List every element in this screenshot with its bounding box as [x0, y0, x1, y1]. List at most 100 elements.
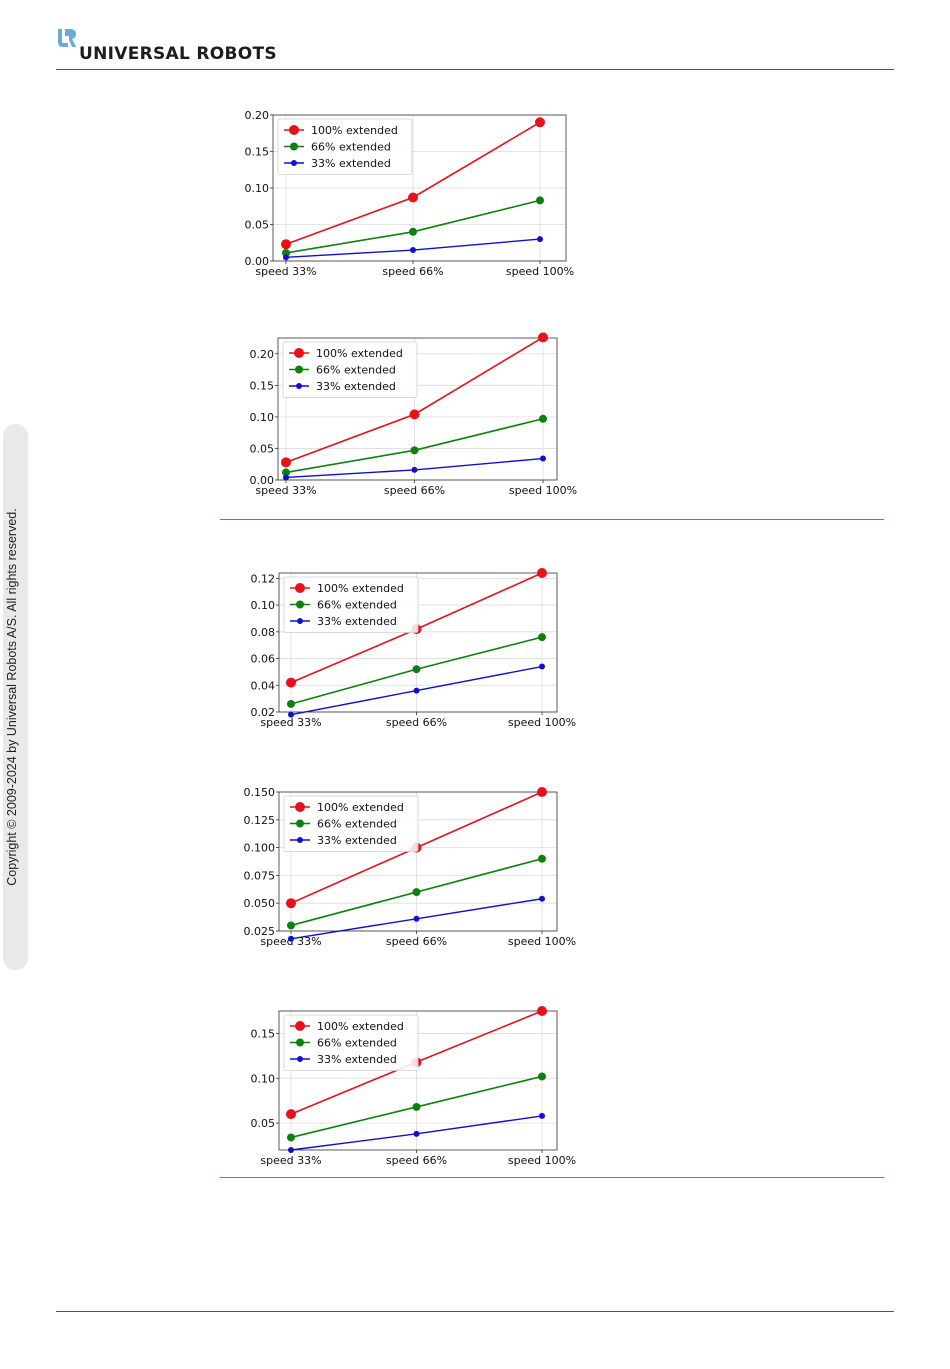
y-tick-label: 0.10	[251, 599, 276, 612]
data-point	[537, 787, 547, 797]
legend-marker	[296, 819, 304, 828]
y-tick-label: 0.050	[244, 897, 276, 910]
legend-label: 66% extended	[317, 599, 397, 612]
y-tick-label: 0.075	[244, 869, 276, 882]
x-tick-label: speed 100%	[509, 484, 577, 497]
legend-box	[283, 795, 419, 852]
legend-label: 33% extended	[317, 834, 397, 847]
y-tick-label: 0.06	[251, 653, 276, 666]
y-tick-label: 0.05	[245, 219, 270, 232]
data-point	[412, 888, 421, 897]
legend-label: 66% extended	[316, 364, 396, 377]
data-point	[537, 236, 543, 243]
data-point	[286, 1109, 296, 1120]
data-point	[286, 677, 296, 688]
ur-logo-icon	[58, 29, 76, 47]
legend-marker	[295, 802, 305, 812]
legend-marker	[290, 142, 298, 151]
x-tick-label: speed 66%	[386, 716, 447, 729]
data-point	[282, 248, 290, 257]
chart-1: 0.00 0.05 0.10 0.15 0.20 speed 33% speed 66% sp…	[245, 109, 575, 278]
data-point	[537, 568, 547, 578]
y-tick-label: 0.10	[251, 1072, 276, 1085]
legend-box	[283, 1014, 419, 1071]
legend-marker	[296, 1038, 304, 1047]
data-point	[288, 1147, 294, 1153]
data-point	[538, 1072, 546, 1081]
section-divider-2	[220, 1177, 884, 1178]
data-point	[288, 935, 294, 942]
y-tick-label: 0.150	[244, 786, 276, 799]
legend-label: 33% extended	[317, 1053, 397, 1066]
x-tick-label: speed 100%	[508, 935, 576, 948]
data-point	[281, 457, 291, 468]
legend-marker	[289, 125, 299, 135]
header-rule	[56, 69, 894, 70]
data-point	[287, 699, 295, 708]
data-point	[281, 239, 291, 250]
data-point	[539, 663, 545, 670]
section-divider-1	[220, 519, 884, 520]
x-tick-label: speed 66%	[386, 1154, 447, 1167]
legend-label: 100% extended	[317, 582, 404, 595]
legend-label: 33% extended	[317, 615, 397, 628]
legend-label: 100% extended	[316, 347, 403, 360]
data-point	[410, 446, 419, 455]
data-point	[540, 455, 546, 462]
legend-marker	[297, 1056, 303, 1062]
y-tick-label: 0.00	[245, 255, 270, 268]
data-point	[283, 474, 289, 481]
data-point	[283, 254, 289, 261]
chart-5: 0.05 0.10 0.15 speed 33% speed 66% speed 100%…	[251, 1006, 576, 1167]
y-tick-label: 0.20	[245, 109, 270, 122]
data-point	[536, 196, 544, 205]
legend-marker	[295, 365, 303, 374]
data-point	[287, 1133, 295, 1142]
data-point	[409, 227, 417, 236]
data-point	[410, 247, 416, 254]
x-tick-label: speed 33%	[255, 484, 316, 497]
data-point	[538, 854, 546, 863]
y-tick-label: 0.08	[251, 626, 276, 639]
y-tick-label: 0.05	[251, 1117, 276, 1130]
y-tick-label: 0.10	[245, 182, 270, 195]
x-tick-label: speed 33%	[260, 1154, 321, 1167]
data-point	[413, 687, 420, 694]
data-point	[288, 711, 294, 718]
data-point	[539, 1112, 545, 1119]
legend-marker	[297, 837, 303, 843]
x-tick-label: speed 33%	[260, 716, 321, 729]
y-tick-label: 0.15	[251, 1027, 276, 1040]
legend-label: 66% extended	[317, 818, 397, 831]
y-tick-label: 0.05	[250, 442, 275, 455]
y-tick-label: 0.15	[250, 379, 275, 392]
x-tick-label: speed 66%	[384, 484, 445, 497]
legend-box	[283, 576, 419, 633]
y-tick-label: 0.15	[245, 146, 270, 159]
data-point	[287, 921, 295, 930]
data-point	[408, 192, 418, 203]
legend-label: 66% extended	[311, 141, 391, 154]
x-tick-label: speed 100%	[508, 1154, 576, 1167]
y-tick-label: 0.025	[244, 925, 276, 938]
data-point	[538, 332, 548, 343]
y-tick-label: 0.12	[251, 572, 276, 585]
y-tick-label: 0.100	[244, 842, 276, 855]
data-point	[413, 1130, 420, 1137]
legend-label: 66% extended	[317, 1037, 397, 1050]
legend-marker	[296, 600, 304, 609]
data-point	[409, 409, 420, 420]
data-point	[538, 633, 546, 642]
legend-label: 100% extended	[317, 1020, 404, 1033]
legend-box	[282, 341, 418, 398]
legend-marker	[295, 583, 305, 593]
plot-frame	[277, 337, 558, 481]
brand-logo: UNIVERSAL ROBOTS	[57, 28, 277, 68]
y-tick-label: 0.10	[250, 411, 275, 424]
legend-label: 33% extended	[311, 157, 391, 170]
data-point	[539, 414, 547, 423]
legend-marker	[297, 618, 303, 624]
data-point	[535, 117, 545, 128]
x-tick-label: speed 100%	[508, 716, 576, 729]
chart-3: 0.02 0.04 0.06 0.08 0.10 0.12 speed 33% speed 6…	[251, 568, 576, 729]
